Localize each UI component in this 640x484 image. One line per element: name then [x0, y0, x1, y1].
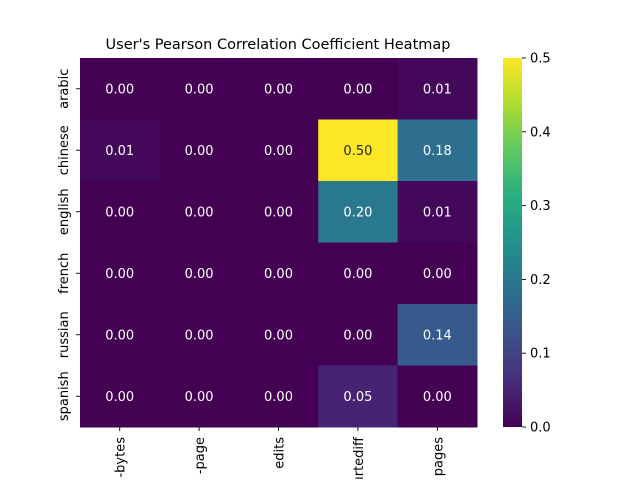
heatmap-cell: [238, 365, 319, 428]
colorbar-tick-label: 0.4: [530, 125, 551, 140]
heatmap-cell: [397, 242, 478, 305]
heatmap-cell: [159, 365, 240, 428]
heatmap-cell: [80, 365, 160, 428]
cell-value-label: 0.01: [105, 144, 134, 159]
colorbar-ticks: 0.0 0.1 0.2 0.3 0.4 0.5: [522, 52, 551, 436]
cell-value-label: 0.00: [185, 144, 214, 159]
heatmap-cell: [318, 304, 399, 366]
heatmap-cell: [80, 181, 160, 243]
row-label: french: [57, 253, 72, 294]
cell-value-label: 0.01: [423, 82, 452, 97]
heatmap-cells: 0.00 0.00 0.00 0.00 0.01 0.01 0.00 0.00 0.50 0.18…: [80, 58, 478, 428]
cell-value-label: 0.00: [264, 328, 293, 343]
column-label: pages: [431, 437, 446, 476]
cell-value-label: 0.00: [185, 267, 214, 282]
column-label: -page: [193, 437, 208, 474]
heatmap-cell: [80, 242, 160, 305]
heatmap-cell: [318, 58, 399, 120]
colorbar-tick-label: 0.2: [530, 273, 551, 288]
heatmap-cell: [318, 365, 399, 428]
cell-value-label: 0.00: [185, 205, 214, 220]
cell-value-label: 0.00: [185, 328, 214, 343]
cell-value-label: 0.00: [105, 267, 134, 282]
cell-value-label: 0.00: [264, 267, 293, 282]
heatmap-cell: [80, 304, 160, 366]
row-label: arabic: [57, 69, 72, 109]
heatmap-cell: [238, 119, 319, 182]
row-label: russian: [57, 311, 72, 358]
heatmap-cell: [159, 242, 240, 305]
heatmap-cell: [159, 181, 240, 243]
cell-value-label: 0.00: [343, 267, 372, 282]
cell-value-label: 0.00: [185, 390, 214, 405]
cell-value-label: 0.00: [105, 390, 134, 405]
cell-value-label: 0.00: [185, 82, 214, 97]
colorbar-tick-label: 0.1: [530, 347, 551, 362]
cell-value-label: 0.00: [343, 82, 372, 97]
heatmap-cell: [397, 119, 478, 182]
cell-value-label: 0.18: [423, 144, 452, 159]
heatmap-cell: [318, 242, 399, 305]
cell-value-label: 0.00: [423, 267, 452, 282]
cell-value-label: 0.00: [105, 328, 134, 343]
column-label: -bytes: [114, 437, 129, 478]
heatmap-cell: [397, 304, 478, 366]
heatmap-cell: [238, 58, 319, 120]
row-label: english: [57, 188, 72, 235]
cell-value-label: 0.00: [264, 205, 293, 220]
cell-value-label: 0.05: [343, 390, 372, 405]
heatmap-cell: [80, 58, 160, 120]
heatmap-cell: [397, 365, 478, 428]
row-label: spanish: [57, 371, 72, 421]
colorbar: [503, 58, 522, 427]
heatmap-cell: [318, 119, 399, 182]
heatmap-cell: [159, 119, 240, 182]
cell-value-label: 0.00: [264, 390, 293, 405]
cell-value-label: 0.20: [343, 205, 372, 220]
cell-value-label: 0.50: [343, 144, 372, 159]
chart-title: User's Pearson Correlation Coefficient H…: [106, 37, 451, 53]
cell-value-label: 0.14: [423, 328, 452, 343]
cell-value-label: 0.01: [423, 205, 452, 220]
cell-value-label: 0.00: [343, 328, 372, 343]
heatmap-cell: [159, 304, 240, 366]
heatmap-cell: [238, 181, 319, 243]
cell-value-label: 0.00: [264, 144, 293, 159]
colorbar-tick-label: 0.0: [530, 421, 551, 436]
heatmap-cell: [238, 242, 319, 305]
heatmap-cell: [397, 181, 478, 243]
heatmap-cell: [159, 58, 240, 120]
cell-value-label: 0.00: [423, 390, 452, 405]
column-label: ırtediff: [352, 436, 367, 480]
colorbar-tick-label: 0.3: [530, 199, 551, 214]
row-labels: arabic chinese english french russian spanish: [57, 69, 80, 421]
cell-value-label: 0.00: [105, 82, 134, 97]
cell-value-label: 0.00: [105, 205, 134, 220]
heatmap-cell: [80, 119, 160, 182]
heatmap-cell: [238, 304, 319, 366]
column-label: edits: [273, 437, 288, 469]
colorbar-tick-label: 0.5: [530, 52, 551, 67]
column-labels: -bytes -page edits ırtediff pages: [114, 427, 446, 480]
heatmap-cell: [397, 58, 478, 120]
cell-value-label: 0.00: [264, 82, 293, 97]
heatmap-cell: [318, 181, 399, 243]
row-label: chinese: [57, 125, 72, 175]
